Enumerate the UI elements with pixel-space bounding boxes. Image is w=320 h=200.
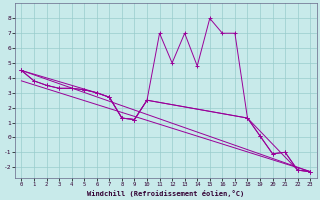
X-axis label: Windchill (Refroidissement éolien,°C): Windchill (Refroidissement éolien,°C) [87, 190, 244, 197]
